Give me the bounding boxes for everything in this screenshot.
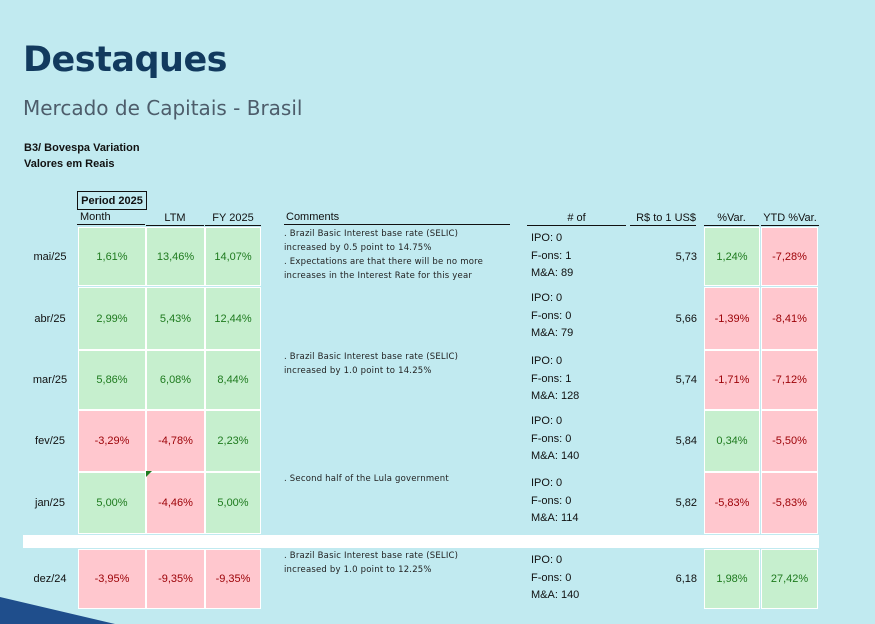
ltm-variation-cell: 6,08%	[146, 350, 205, 410]
page-title: Destaques	[23, 40, 228, 80]
header-var: %Var.	[704, 210, 759, 226]
ma-count: M&A: 140	[531, 450, 580, 462]
row-comment: . Second half of the Lula government	[284, 472, 514, 486]
fy-variation-cell: 5,00%	[205, 472, 261, 534]
deal-counts: IPO: 0 F-ons: 0 M&A: 114	[531, 475, 579, 528]
row-month-label: mai/25	[33, 250, 67, 263]
fons-count: F-ons: 0	[531, 432, 572, 445]
ma-count: M&A: 128	[531, 390, 580, 402]
fons-count: F-ons: 0	[531, 494, 572, 507]
deal-counts: IPO: 0 F-ons: 0 M&A: 140	[531, 413, 579, 466]
ma-count: M&A: 114	[531, 512, 579, 524]
ltm-variation-cell: 5,43%	[146, 287, 205, 350]
row-month-label: jan/25	[35, 497, 65, 509]
row-comment: . Brazil Basic Interest base rate (SELIC…	[284, 350, 514, 378]
ipo-count: IPO: 0	[531, 292, 563, 304]
ma-count: M&A: 89	[531, 267, 574, 279]
fx-variation-cell: 0,34%	[704, 410, 760, 472]
header-deals: # of	[527, 210, 626, 226]
monthly-variation-cell: 5,86%	[78, 350, 146, 410]
ltm-variation-cell: -9,35%	[146, 549, 205, 609]
deal-counts: IPO: 0 F-ons: 1 M&A: 89	[531, 230, 573, 283]
ipo-count: IPO: 0	[531, 232, 563, 244]
fx-rate-cell: 5,82	[675, 497, 697, 509]
ipo-count: IPO: 0	[531, 415, 563, 427]
comment-line: increased by 1.0 point to 14.25%	[284, 366, 432, 376]
page-subtitle: Mercado de Capitais - Brasil	[23, 96, 303, 120]
fx-ytd-variation-cell: -5,83%	[761, 472, 818, 534]
fx-rate-cell: 5,74	[675, 374, 697, 386]
fons-count: F-ons: 0	[531, 571, 572, 584]
comment-line: . Expectations are that there will be no…	[284, 257, 484, 267]
fx-variation-cell: 1,98%	[704, 549, 760, 609]
fx-variation-cell: -1,71%	[704, 350, 760, 410]
corner-accent-shape	[0, 597, 115, 624]
ipo-count: IPO: 0	[531, 477, 563, 489]
fy-variation-cell: 12,44%	[205, 287, 261, 350]
row-month-label: fev/25	[35, 435, 65, 447]
header-ytd: YTD %Var.	[761, 210, 819, 226]
monthly-variation-cell: 1,61%	[78, 227, 146, 286]
deal-counts: IPO: 0 F-ons: 0 M&A: 79	[531, 290, 573, 343]
ipo-count: IPO: 0	[531, 554, 563, 566]
comment-line: increased by 0.5 point to 14.75%	[284, 243, 432, 253]
fx-rate-cell: 5,84	[675, 435, 697, 447]
monthly-variation-cell: 2,99%	[78, 287, 146, 350]
fy-variation-cell: 2,23%	[205, 410, 261, 472]
period-label: Period 2025	[77, 191, 147, 210]
comment-line: increases in the Interest Rate for this …	[284, 271, 473, 281]
fx-variation-cell: 1,24%	[704, 227, 760, 286]
monthly-variation-cell: -3,95%	[78, 549, 146, 609]
fx-ytd-variation-cell: -7,12%	[761, 350, 818, 410]
ma-count: M&A: 140	[531, 589, 580, 601]
header-ltm: LTM	[146, 210, 204, 226]
fy-variation-cell: -9,35%	[205, 549, 261, 609]
monthly-variation-cell: -3,29%	[78, 410, 146, 472]
fx-ytd-variation-cell: -8,41%	[761, 287, 818, 350]
comment-line: . Second half of the Lula government	[284, 474, 449, 484]
ltm-variation-cell: -4,78%	[146, 410, 205, 472]
fx-ytd-variation-cell: -7,28%	[761, 227, 818, 286]
comment-line: . Brazil Basic Interest base rate (SELIC…	[284, 229, 459, 239]
monthly-variation-cell: 5,00%	[78, 472, 146, 534]
header-month: Month	[77, 210, 145, 225]
row-month-label: dez/24	[33, 573, 67, 585]
fons-count: F-ons: 0	[531, 309, 572, 322]
fons-count: F-ons: 1	[531, 372, 572, 385]
comment-indicator-icon	[146, 471, 152, 477]
fx-variation-cell: -1,39%	[704, 287, 760, 350]
deal-counts: IPO: 0 F-ons: 1 M&A: 128	[531, 353, 579, 406]
ma-count: M&A: 79	[531, 327, 574, 339]
fx-rate-cell: 5,66	[675, 312, 697, 325]
deal-counts: IPO: 0 F-ons: 0 M&A: 140	[531, 552, 579, 605]
row-month-label: abr/25	[34, 312, 66, 325]
ltm-variation-cell: -4,46%	[146, 472, 205, 534]
ltm-variation-cell: 13,46%	[146, 227, 205, 286]
comment-line: . Brazil Basic Interest base rate (SELIC…	[284, 352, 459, 362]
fx-ytd-variation-cell: 27,42%	[761, 549, 818, 609]
comment-line: . Brazil Basic Interest base rate (SELIC…	[284, 551, 459, 561]
header-fy: FY 2025	[205, 210, 261, 226]
row-month-label: mar/25	[32, 374, 68, 386]
ipo-count: IPO: 0	[531, 355, 563, 367]
fy-variation-cell: 14,07%	[205, 227, 261, 286]
row-comment: . Brazil Basic Interest base rate (SELIC…	[284, 227, 514, 283]
fx-rate-cell: 6,18	[675, 573, 697, 585]
table-separator	[23, 535, 819, 548]
fy-variation-cell: 8,44%	[205, 350, 261, 410]
comment-line: increased by 1.0 point to 12.25%	[284, 565, 432, 575]
row-comment: . Brazil Basic Interest base rate (SELIC…	[284, 549, 514, 577]
table-caption-index: B3/ Bovespa Variation	[24, 142, 140, 154]
table-caption-currency: Valores em Reais	[24, 158, 115, 170]
fx-variation-cell: -5,83%	[704, 472, 760, 534]
fons-count: F-ons: 1	[531, 249, 572, 262]
header-comments: Comments	[284, 210, 510, 225]
header-fx: R$ to 1 US$	[630, 210, 696, 226]
fx-rate-cell: 5,73	[675, 250, 697, 263]
fx-ytd-variation-cell: -5,50%	[761, 410, 818, 472]
